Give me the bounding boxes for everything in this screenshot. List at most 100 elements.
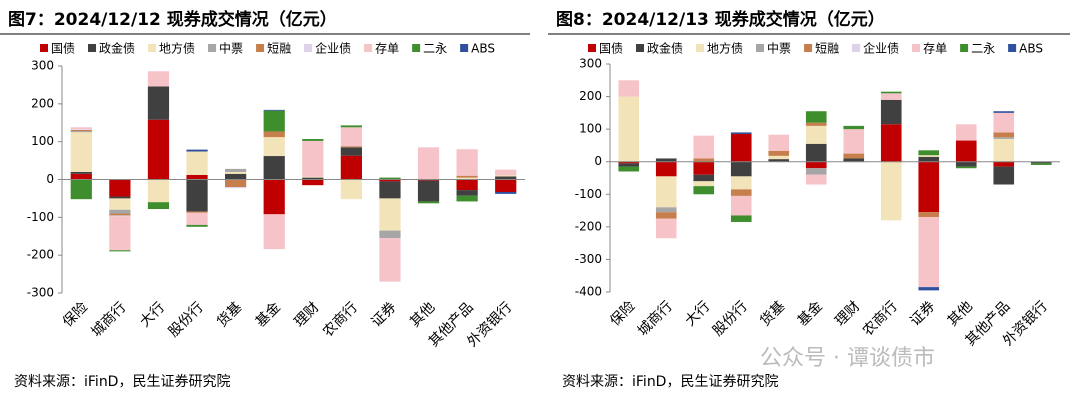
bar-segment bbox=[109, 250, 131, 252]
bar-segment bbox=[186, 224, 208, 227]
legend-label: ABS bbox=[1019, 42, 1043, 56]
bar-segment bbox=[70, 131, 92, 133]
source: 资料来源：iFinD，民生证券研究院 bbox=[14, 374, 230, 390]
y-tick-label: 200 bbox=[579, 89, 602, 103]
x-tick-label: 农商行 bbox=[860, 298, 901, 339]
bar-segment bbox=[263, 137, 285, 157]
bar-segment bbox=[379, 198, 401, 231]
bar-segment bbox=[225, 168, 247, 172]
bar-segment bbox=[768, 155, 790, 160]
bar-segment bbox=[263, 109, 285, 111]
bar-segment bbox=[730, 176, 752, 190]
x-tick-label: 城商行 bbox=[635, 298, 676, 339]
bar-segment bbox=[147, 71, 170, 87]
bar-segment bbox=[730, 189, 752, 196]
bar-segment bbox=[379, 230, 401, 239]
x-tick-label: 保险 bbox=[60, 299, 91, 330]
bar-segment bbox=[263, 110, 285, 132]
bar-segment bbox=[768, 150, 790, 156]
bar-segment bbox=[730, 161, 752, 177]
legend-label: 企业债 bbox=[315, 41, 351, 56]
x-tick-label: 股份行 bbox=[166, 299, 207, 340]
x-tick-label: 股份行 bbox=[710, 298, 751, 339]
chart-title: 图8：2024/12/13 现券成交情况（亿元） bbox=[556, 9, 885, 30]
legend-swatch bbox=[208, 44, 217, 52]
legend-swatch bbox=[804, 44, 813, 52]
bar-segment bbox=[340, 147, 362, 156]
bar-segment bbox=[263, 179, 285, 215]
legend-swatch bbox=[460, 44, 469, 52]
x-tick-label: 货基 bbox=[757, 298, 789, 330]
bar-segment bbox=[70, 129, 92, 130]
bar-segment bbox=[843, 158, 865, 162]
bar-segment bbox=[417, 201, 440, 204]
x-tick-label: 大行 bbox=[137, 299, 168, 330]
legend-swatch bbox=[304, 44, 313, 52]
bar-segment bbox=[417, 180, 440, 202]
bar-segment bbox=[693, 135, 715, 159]
bar-segment bbox=[993, 111, 1015, 113]
panel: 图7：2024/12/12 现券成交情况（亿元） 资料来源：iFinD，民生证券研… bbox=[0, 9, 530, 390]
bar-segment bbox=[955, 166, 977, 169]
y-tick-label: 100 bbox=[579, 122, 602, 136]
bar-segment bbox=[655, 212, 677, 219]
bar-segment bbox=[880, 93, 902, 100]
x-tick-label: 理财 bbox=[832, 298, 863, 329]
bar-segment bbox=[805, 161, 827, 169]
bar-segment bbox=[805, 174, 827, 185]
bar-segment bbox=[456, 195, 478, 202]
bar-segment bbox=[495, 176, 517, 180]
bar-segment bbox=[955, 124, 977, 141]
bar-segment bbox=[456, 190, 478, 196]
bar-segment bbox=[109, 215, 131, 217]
legend-label: 二永 bbox=[971, 42, 995, 56]
legend-swatch bbox=[1008, 44, 1017, 52]
bar-segment bbox=[655, 161, 677, 177]
y-tick-label: 200 bbox=[31, 96, 54, 110]
bar-segment bbox=[147, 202, 170, 210]
bar-segment bbox=[993, 112, 1015, 133]
bar-segment bbox=[186, 212, 208, 225]
bar-segment bbox=[147, 119, 170, 180]
bar-segment bbox=[109, 209, 131, 214]
bar-segment bbox=[379, 177, 401, 180]
bar-segment bbox=[880, 91, 902, 94]
bar-segment bbox=[109, 213, 131, 216]
bar-segment bbox=[768, 134, 790, 151]
chart-title: 图7：2024/12/12 现券成交情况（亿元） bbox=[8, 9, 337, 30]
legend-swatch bbox=[696, 44, 705, 52]
y-tick-label: -200 bbox=[575, 219, 602, 233]
watermark: 公众号 · 谭谈债市 bbox=[760, 346, 935, 371]
bar-segment bbox=[730, 215, 752, 222]
bar-segment bbox=[70, 132, 92, 172]
bar-segment bbox=[417, 179, 440, 181]
x-tick-label: 基金 bbox=[252, 299, 284, 331]
legend-label: 存单 bbox=[375, 42, 399, 56]
bar-segment bbox=[880, 161, 902, 221]
bar-segment bbox=[618, 166, 640, 172]
legend-swatch bbox=[960, 44, 969, 52]
bar-segment bbox=[263, 131, 285, 138]
bar-segment bbox=[805, 143, 827, 162]
bar-segment bbox=[805, 125, 827, 144]
bar-segment bbox=[340, 179, 362, 200]
bar-segment bbox=[495, 169, 517, 176]
bar-segment bbox=[302, 139, 324, 141]
bar-segment bbox=[225, 171, 247, 174]
legend-swatch bbox=[852, 44, 861, 52]
bar-segment bbox=[805, 111, 827, 123]
legend-swatch bbox=[148, 44, 157, 52]
panel: 图8：2024/12/13 现券成交情况（亿元） 资料来源：iFinD，民生证券研… bbox=[548, 9, 1070, 390]
bar-segment bbox=[456, 177, 478, 180]
bar-segment bbox=[693, 174, 715, 182]
bar-segment bbox=[918, 155, 940, 157]
bar-segment bbox=[70, 127, 92, 130]
bar-segment bbox=[456, 149, 478, 176]
bar-segment bbox=[109, 196, 131, 199]
bar-segment bbox=[693, 161, 715, 175]
bar-segment bbox=[302, 179, 324, 186]
bar-segment bbox=[225, 187, 247, 189]
legend-swatch bbox=[756, 44, 765, 52]
bar-segment bbox=[379, 181, 401, 199]
x-tick-label: 农商行 bbox=[320, 299, 361, 340]
